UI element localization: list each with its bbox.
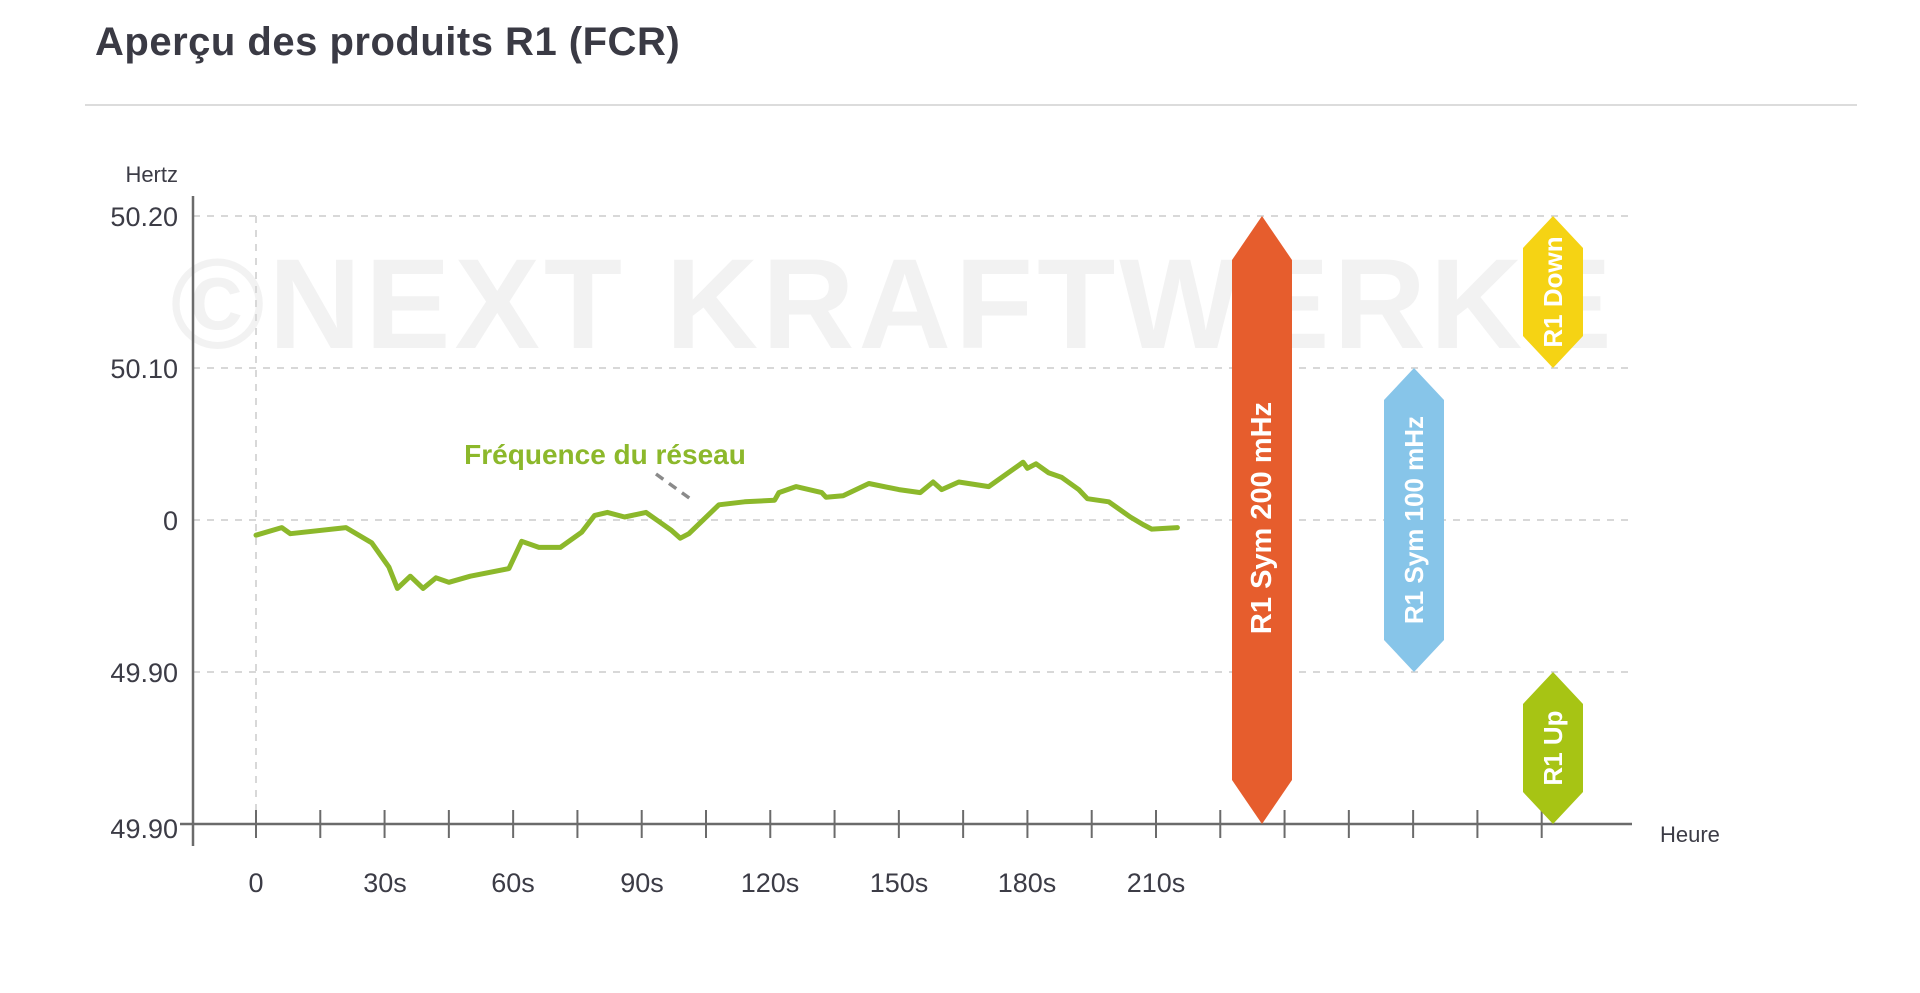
y-tick-label-50-20: 50.20	[110, 202, 178, 232]
annotation-connector	[654, 472, 694, 502]
product-label-r1-sym-200-mhz: R1 Sym 200 mHz	[1246, 402, 1278, 634]
product-arrow-r1-sym-200-mhz	[1232, 216, 1292, 824]
y-tick-label-50-10: 50.10	[110, 354, 178, 384]
annotation-frequency-label: Fréquence du réseau	[464, 439, 746, 470]
y-tick-label-49-90-b: 49.90	[110, 814, 178, 844]
y-tick-label-49-90-a: 49.90	[110, 658, 178, 688]
product-label-r1-down: R1 Down	[1538, 236, 1568, 347]
gridlines	[193, 215, 1635, 824]
x-axis-title: Heure	[1660, 822, 1720, 847]
product-arrow-r1-down	[1523, 216, 1583, 368]
y-tick-label-0: 0	[163, 506, 178, 536]
product-arrow-r1-up	[1523, 672, 1583, 824]
y-axis-title: Hertz	[125, 162, 178, 187]
page-title: Aperçu des produits R1 (FCR)	[95, 20, 681, 64]
frequency-line	[253, 459, 1180, 591]
frequency-series	[253, 459, 1180, 591]
product-label-r1-up: R1 Up	[1538, 710, 1568, 785]
x-tick-label-210s: 210s	[1127, 868, 1186, 898]
product-arrows	[1232, 216, 1583, 824]
x-tick-label-90s: 90s	[620, 868, 664, 898]
product-label-r1-sym-100-mhz: R1 Sym 100 mHz	[1399, 416, 1429, 624]
x-tick-label-0: 0	[248, 868, 263, 898]
x-tick-label-30s: 30s	[363, 868, 407, 898]
x-tick-label-150s: 150s	[870, 868, 929, 898]
product-arrow-r1-sym-100-mhz	[1384, 368, 1444, 672]
axes-and-ticks	[180, 196, 1632, 846]
x-tick-label-120s: 120s	[741, 868, 800, 898]
title-divider	[85, 104, 1857, 106]
x-tick-label-180s: 180s	[998, 868, 1057, 898]
watermark-text: ©NEXT KRAFTWERKE	[170, 233, 1615, 376]
x-tick-label-60s: 60s	[491, 868, 535, 898]
